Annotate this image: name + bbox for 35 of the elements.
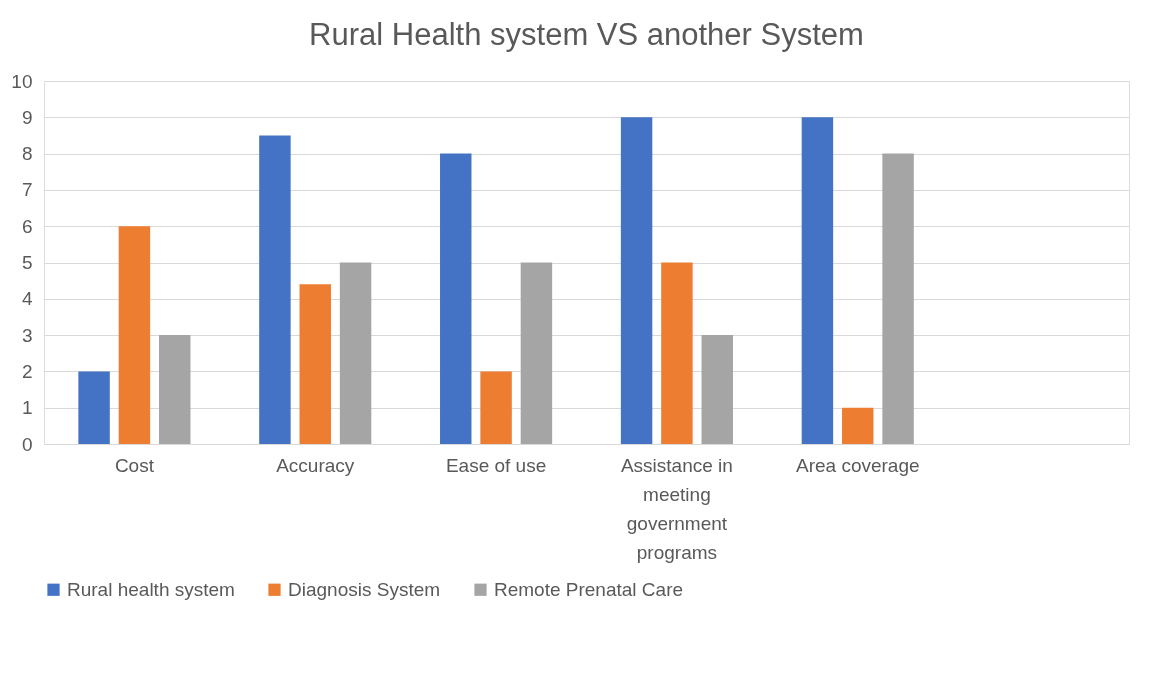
bar xyxy=(78,371,110,444)
y-tick-label: 3 xyxy=(21,324,33,346)
legend-label: Remote Prenatal Care xyxy=(494,578,684,600)
y-tick-label: 0 xyxy=(21,433,33,455)
y-tick-label: 2 xyxy=(21,360,33,382)
chart-title: Rural Health system VS another System xyxy=(309,17,864,52)
x-tick-label: Ease of use xyxy=(445,454,547,476)
bar xyxy=(620,117,653,444)
bar xyxy=(801,117,834,444)
bar xyxy=(259,135,291,444)
bar xyxy=(480,371,512,444)
y-tick-label: 8 xyxy=(21,143,33,165)
y-tick-label: 9 xyxy=(21,106,33,128)
legend-label: Rural health system xyxy=(67,578,235,600)
bar xyxy=(520,262,553,444)
y-tick-label: 10 xyxy=(11,70,33,92)
bar xyxy=(440,153,472,444)
y-tick-label: 1 xyxy=(21,397,33,419)
x-tick-label: Area coverage xyxy=(795,454,920,476)
bar xyxy=(882,153,914,444)
bar xyxy=(701,335,733,444)
y-tick-label: 7 xyxy=(21,179,33,201)
bar xyxy=(118,226,151,444)
x-tick-label: Assistance in meeting government programs xyxy=(620,454,733,563)
bar xyxy=(159,335,191,444)
bar xyxy=(661,262,693,444)
x-tick-label: Cost xyxy=(114,454,155,476)
y-tick-label: 4 xyxy=(21,288,33,310)
bar xyxy=(299,284,331,444)
x-tick-label: Accuracy xyxy=(276,454,355,476)
y-tick-label: 6 xyxy=(21,215,33,237)
bar xyxy=(842,407,874,444)
bar xyxy=(339,262,372,444)
y-tick-label: 5 xyxy=(21,252,33,273)
legend-label: Diagnosis System xyxy=(288,578,441,600)
